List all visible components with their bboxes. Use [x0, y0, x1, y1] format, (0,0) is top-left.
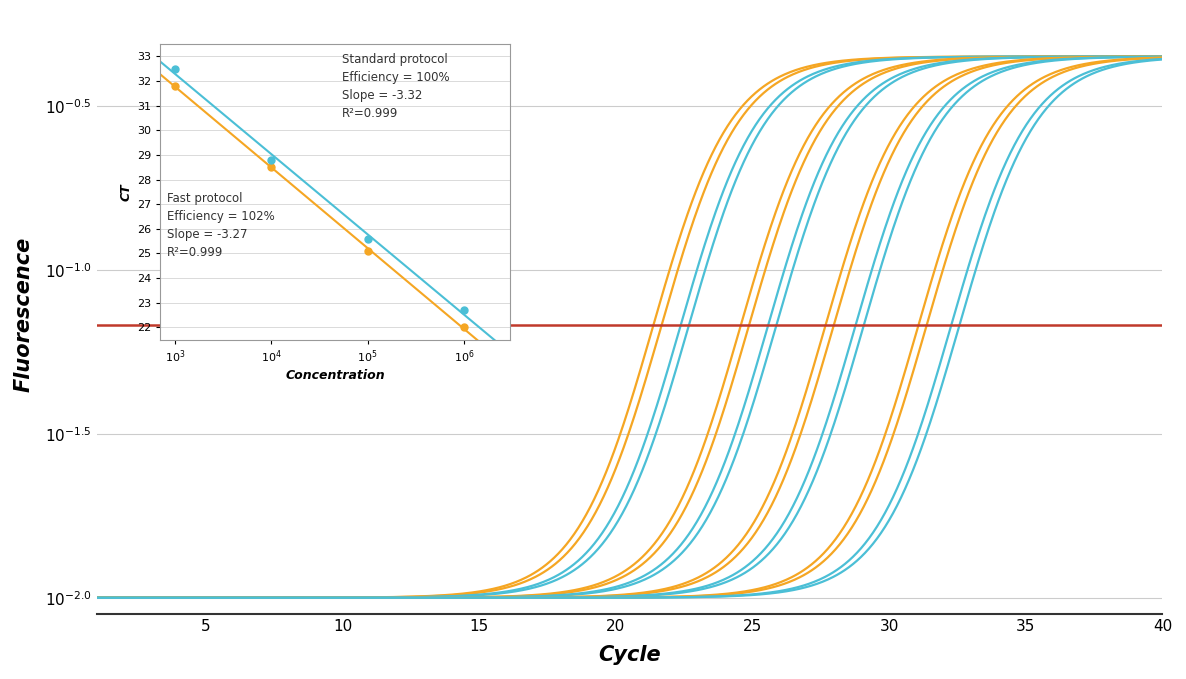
Point	[166, 63, 185, 74]
Y-axis label: CT: CT	[120, 183, 133, 200]
Point	[358, 233, 377, 244]
X-axis label: Cycle: Cycle	[598, 645, 661, 665]
Point	[262, 154, 281, 165]
Text: Standard protocol
Efficiency = 100%
Slope = -3.32
R²=0.999: Standard protocol Efficiency = 100% Slop…	[342, 53, 449, 120]
X-axis label: Concentration: Concentration	[285, 369, 385, 382]
Point	[166, 81, 185, 92]
Text: Fast protocol
Efficiency = 102%
Slope = -3.27
R²=0.999: Fast protocol Efficiency = 102% Slope = …	[167, 191, 275, 259]
Point	[454, 322, 473, 333]
Point	[262, 162, 281, 172]
Point	[358, 245, 377, 256]
Y-axis label: Fluorescence: Fluorescence	[14, 236, 34, 392]
Point	[454, 304, 473, 315]
